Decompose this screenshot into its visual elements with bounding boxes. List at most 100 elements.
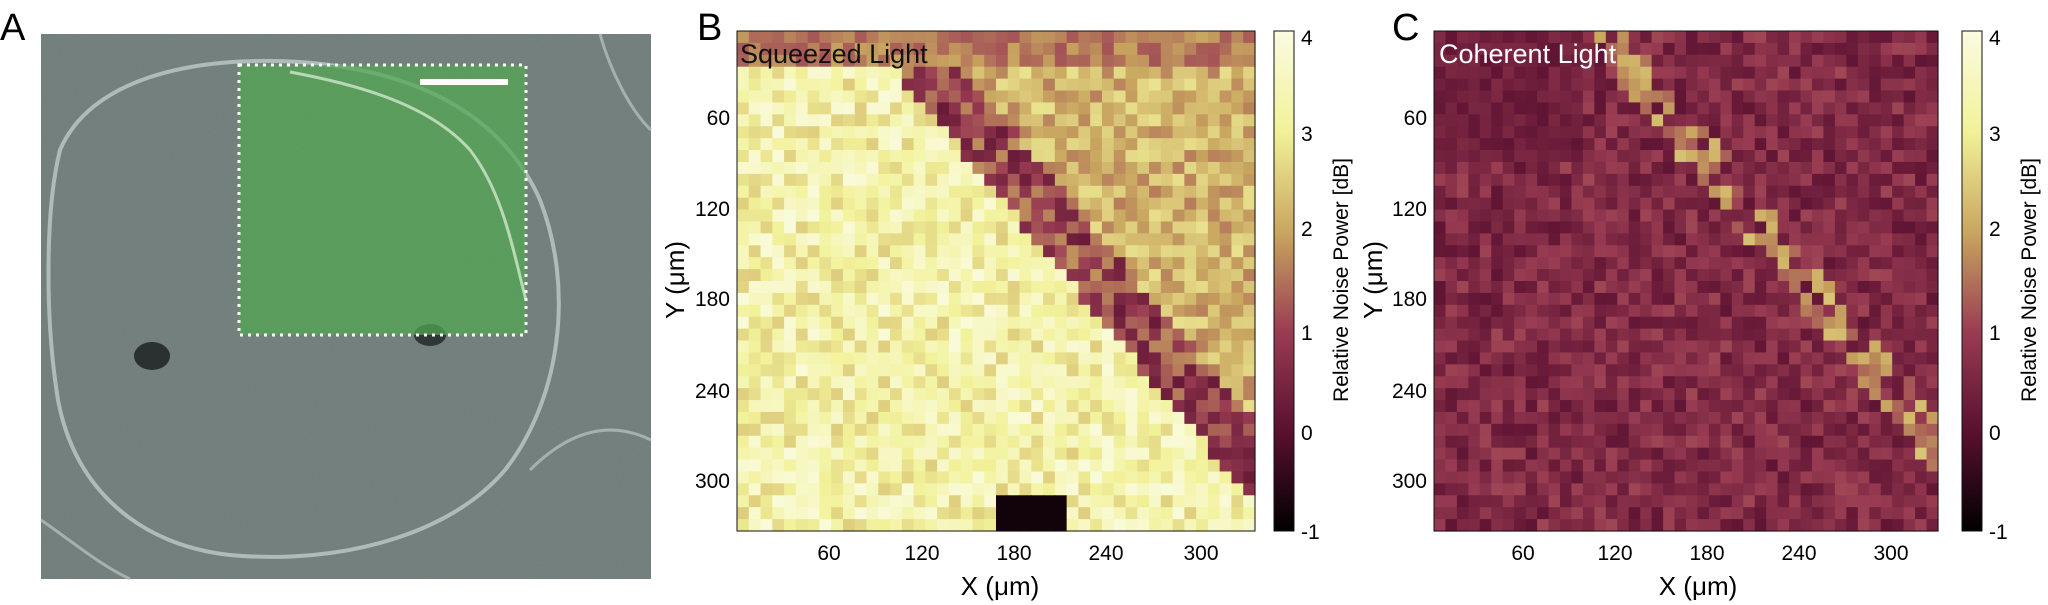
heatmap-cell	[1628, 197, 1641, 211]
heatmap-cell	[1479, 447, 1492, 461]
heatmap-cell	[960, 269, 974, 282]
heatmap-cell	[925, 185, 938, 199]
heatmap-cell	[1525, 471, 1538, 484]
heatmap-cell	[842, 519, 856, 532]
heatmap-cell	[1031, 66, 1044, 80]
heatmap-cell	[1674, 102, 1687, 115]
heatmap-cell	[1207, 495, 1221, 508]
heatmap-cell	[1880, 42, 1893, 56]
heatmap-cell	[1743, 281, 1756, 294]
heatmap-cell	[1731, 471, 1744, 484]
heatmap-cell	[784, 102, 797, 115]
heatmap-cell	[1078, 388, 1091, 401]
heatmap-cell	[925, 114, 938, 127]
heatmap-cell	[1571, 388, 1584, 401]
heatmap-cell	[854, 66, 868, 80]
heatmap-cell	[854, 507, 868, 520]
heatmap-cell	[819, 316, 832, 330]
heatmap-cell	[1812, 31, 1825, 44]
heatmap-cell	[925, 483, 938, 496]
heatmap-cell	[1502, 376, 1515, 389]
heatmap-cell	[1468, 257, 1481, 270]
heatmap-cell	[1800, 459, 1813, 473]
heatmap-cell	[1720, 233, 1733, 246]
heatmap-cell	[1149, 483, 1162, 496]
heatmap-cell	[1434, 423, 1447, 437]
heatmap-cell	[1479, 221, 1492, 234]
heatmap-cell	[1149, 519, 1162, 532]
heatmap-cell	[1720, 340, 1733, 354]
heatmap-cell	[1219, 114, 1233, 127]
heatmap-cell	[1066, 519, 1080, 532]
heatmap-cell	[1663, 340, 1676, 354]
heatmap-cell	[1207, 507, 1221, 520]
heatmap-cell	[1571, 471, 1584, 484]
heatmap-cell	[1834, 471, 1847, 484]
heatmap-cell	[1243, 292, 1256, 306]
heatmap-cell	[795, 495, 809, 508]
heatmap-cell	[1434, 42, 1447, 56]
heatmap-cell	[866, 66, 879, 80]
heatmap-cell	[748, 31, 762, 44]
colorbar-b-label: Relative Noise Power [dB]	[1330, 158, 1353, 402]
heatmap-cell	[1196, 471, 1209, 484]
heatmap-cell	[1043, 138, 1056, 151]
heatmap-cell	[1184, 161, 1197, 175]
heatmap-cell	[1219, 245, 1233, 258]
heatmap-cell	[1525, 126, 1538, 139]
heatmap-cell	[878, 281, 891, 294]
heatmap-cell	[1789, 31, 1802, 44]
heatmap-cell	[1823, 364, 1836, 377]
heatmap-cell	[1857, 364, 1870, 377]
heatmap-cell	[1846, 519, 1859, 532]
heatmap-cell	[1160, 66, 1174, 80]
heatmap-cell	[1137, 66, 1150, 80]
heatmap-cell	[948, 54, 962, 68]
heatmap-cell	[795, 42, 809, 56]
heatmap-cell	[1846, 161, 1859, 175]
heatmap-cell	[1434, 161, 1447, 175]
heatmap-cell	[1674, 245, 1687, 258]
heatmap-cell	[1514, 483, 1527, 496]
heatmap-cell	[890, 459, 903, 473]
heatmap-cell	[878, 257, 891, 270]
heatmap-cell	[1903, 352, 1916, 365]
heatmap-cell	[1663, 281, 1676, 294]
heatmap-cell	[1537, 304, 1550, 318]
heatmap-cell	[1196, 90, 1209, 104]
heatmap-cell	[819, 138, 832, 151]
heatmap-c-frame	[1433, 30, 1939, 532]
heatmap-cell	[1663, 388, 1676, 401]
heatmap-cell	[1525, 209, 1538, 223]
heatmap-cell	[1445, 161, 1458, 175]
heatmap-cell	[1090, 483, 1103, 496]
heatmap-cell	[1514, 340, 1527, 354]
heatmap-cell	[1196, 340, 1209, 354]
heatmap-cell	[1800, 352, 1813, 365]
heatmap-cell	[1007, 102, 1021, 115]
heatmap-cell	[760, 245, 773, 258]
heatmap-cell	[1502, 471, 1515, 484]
heatmap-cell	[960, 66, 974, 80]
heatmap-cell	[1777, 31, 1790, 44]
heatmap-cell	[890, 364, 903, 377]
heatmap-cell	[1651, 364, 1664, 377]
heatmap-cell	[960, 507, 974, 520]
heatmap-cell	[1594, 400, 1607, 413]
heatmap-cell	[1777, 281, 1790, 294]
heatmap-cell	[737, 411, 750, 425]
heatmap-cell	[1066, 459, 1080, 473]
heatmap-cell	[913, 161, 926, 175]
heatmap-cell	[866, 483, 879, 496]
heatmap-cell	[1149, 102, 1162, 115]
heatmap-cell	[1903, 269, 1916, 282]
heatmap-cell	[878, 400, 891, 413]
heatmap-cell	[1560, 150, 1573, 163]
heatmap-cell	[1456, 31, 1469, 44]
heatmap-cell	[1663, 507, 1676, 520]
heatmap-cell	[1207, 161, 1221, 175]
heatmap-cell	[1066, 185, 1080, 199]
heatmap-cell	[1066, 447, 1080, 461]
heatmap-cell	[1903, 138, 1916, 151]
heatmap-cell	[1548, 281, 1561, 294]
